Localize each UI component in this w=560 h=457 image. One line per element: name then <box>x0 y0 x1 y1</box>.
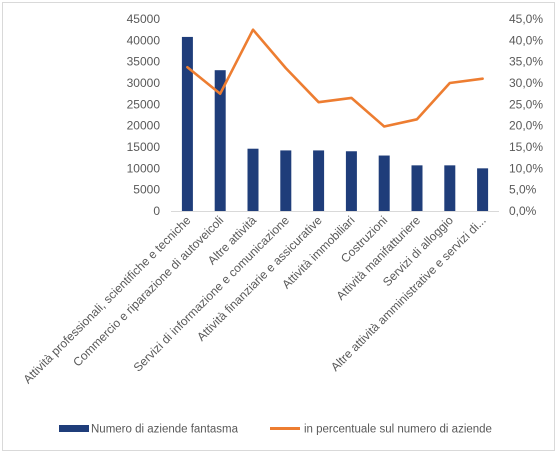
bar <box>214 70 226 211</box>
left-y-tick-label: 5000 <box>133 183 160 197</box>
right-y-tick-label: 0,0% <box>509 204 537 218</box>
right-y-tick-label: 20,0% <box>509 119 543 133</box>
bar <box>181 36 193 211</box>
left-y-tick-label: 30000 <box>127 76 161 90</box>
combo-chart: 0 5000 10000 15000 20000 25000 30000 35000 40000… <box>20 12 543 436</box>
right-y-axis: 0,0% 5,0% 10,0% 15,0% 20,0% 25,0% 30,0% 35,0% 40… <box>509 12 543 218</box>
left-y-tick-label: 45000 <box>127 12 161 26</box>
left-y-tick-label: 40000 <box>127 33 161 47</box>
right-y-tick-label: 5,0% <box>509 183 537 197</box>
chart-frame: 0 5000 10000 15000 20000 25000 30000 35000 40000… <box>2 2 555 451</box>
bar <box>280 150 292 211</box>
bar <box>477 168 489 211</box>
right-y-tick-label: 30,0% <box>509 76 543 90</box>
right-y-tick-label: 10,0% <box>509 161 543 175</box>
left-y-tick-label: 25000 <box>127 97 161 111</box>
right-y-tick-label: 25,0% <box>509 97 543 111</box>
left-y-tick-label: 0 <box>153 204 160 218</box>
bar <box>313 150 325 211</box>
legend-label-line: in percentuale sul numero di aziende <box>304 424 492 436</box>
line-series-group <box>186 28 484 128</box>
bar <box>247 148 259 211</box>
right-y-tick-label: 45,0% <box>509 12 543 26</box>
x-axis-labels: Attività professionali, scientifiche e t… <box>20 213 488 386</box>
bar <box>345 151 357 211</box>
x-tick-label: Attività professionali, scientifiche e t… <box>20 213 193 386</box>
left-y-axis: 0 5000 10000 15000 20000 25000 30000 35000 40000… <box>127 12 161 218</box>
bar <box>444 165 456 211</box>
bar-series <box>181 36 489 211</box>
left-y-tick-label: 15000 <box>127 140 161 154</box>
left-y-tick-label: 10000 <box>127 161 161 175</box>
right-y-tick-label: 40,0% <box>509 33 543 47</box>
left-y-tick-label: 20000 <box>127 119 161 133</box>
bar <box>378 155 390 211</box>
legend-label-bar: Numero di aziende fantasma <box>91 424 239 436</box>
left-y-tick-label: 35000 <box>127 55 161 69</box>
bar <box>411 165 423 211</box>
legend: Numero di aziende fantasma in percentual… <box>59 424 492 436</box>
right-y-tick-label: 35,0% <box>509 55 543 69</box>
percentage-line <box>186 28 484 128</box>
legend-swatch-bar <box>59 425 89 432</box>
right-y-tick-label: 15,0% <box>509 140 543 154</box>
